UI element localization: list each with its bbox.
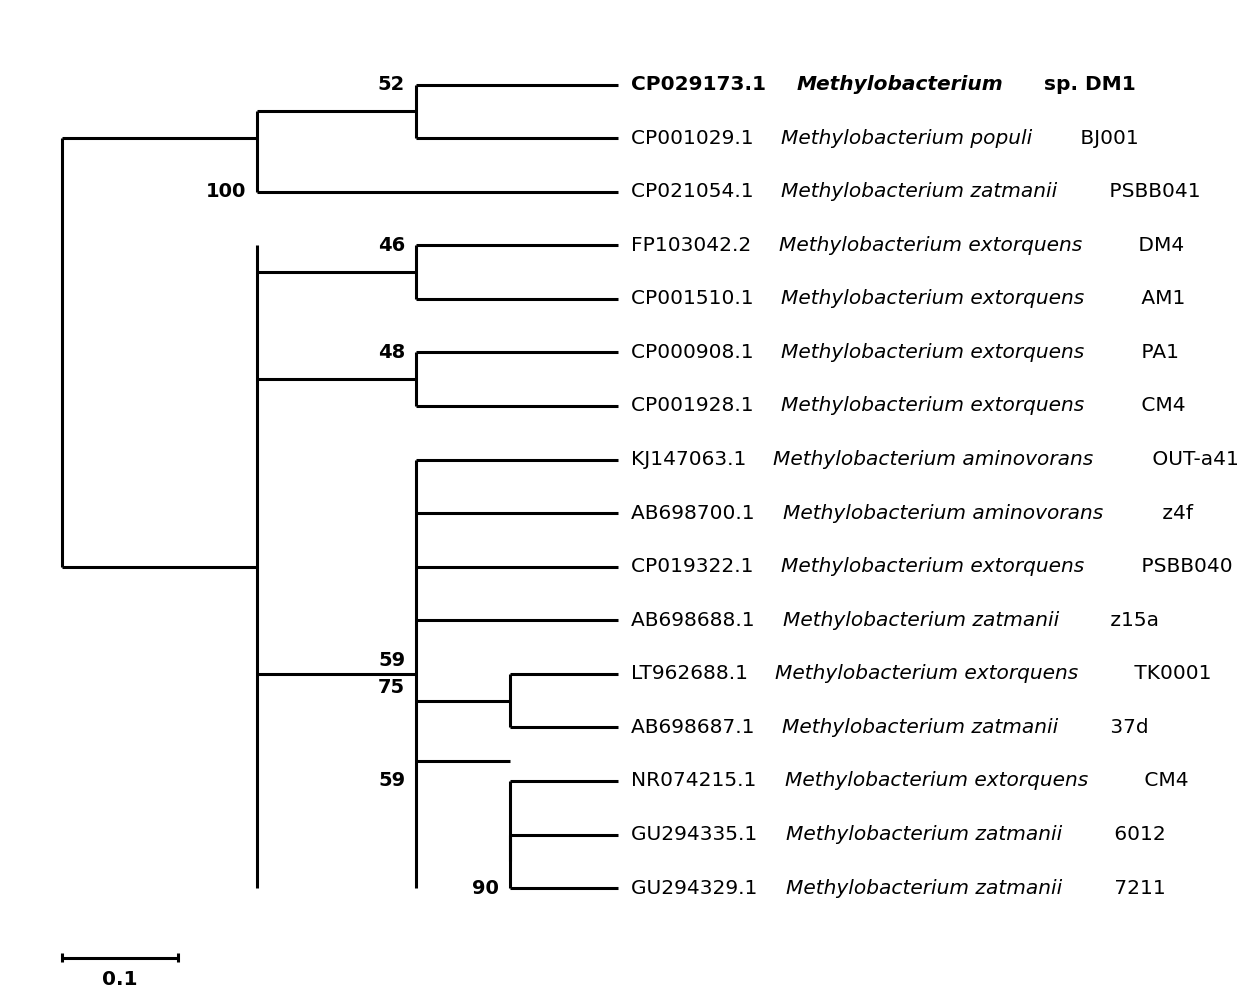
Text: 59: 59 (378, 651, 405, 670)
Text: KJ147063.1: KJ147063.1 (631, 450, 753, 469)
Text: Methylobacterium extorquens: Methylobacterium extorquens (779, 236, 1083, 255)
Text: CP001928.1: CP001928.1 (631, 396, 760, 415)
Text: sp. DM1: sp. DM1 (1038, 75, 1136, 94)
Text: Methylobacterium extorquens: Methylobacterium extorquens (781, 557, 1085, 577)
Text: Methylobacterium extorquens: Methylobacterium extorquens (781, 396, 1085, 415)
Text: 100: 100 (206, 182, 247, 201)
Text: PSBB040: PSBB040 (1135, 557, 1233, 577)
Text: Methylobacterium extorquens: Methylobacterium extorquens (775, 664, 1078, 683)
Text: GU294329.1: GU294329.1 (631, 878, 764, 897)
Text: AM1: AM1 (1135, 289, 1185, 309)
Text: 59: 59 (378, 772, 405, 791)
Text: FP103042.2: FP103042.2 (631, 236, 758, 255)
Text: TK0001: TK0001 (1128, 664, 1211, 683)
Text: Methylobacterium zatmanii: Methylobacterium zatmanii (781, 182, 1058, 201)
Text: CP019322.1: CP019322.1 (631, 557, 760, 577)
Text: CP029173.1: CP029173.1 (631, 75, 774, 94)
Text: Methylobacterium extorquens: Methylobacterium extorquens (785, 772, 1087, 791)
Text: z15a: z15a (1105, 611, 1159, 629)
Text: Methylobacterium zatmanii: Methylobacterium zatmanii (782, 718, 1059, 737)
Text: DM4: DM4 (1132, 236, 1184, 255)
Text: CP001510.1: CP001510.1 (631, 289, 760, 309)
Text: 6012: 6012 (1107, 825, 1166, 844)
Text: Methylobacterium zatmanii: Methylobacterium zatmanii (786, 825, 1061, 844)
Text: 37d: 37d (1105, 718, 1149, 737)
Text: Methylobacterium zatmanii: Methylobacterium zatmanii (782, 611, 1059, 629)
Text: 75: 75 (378, 677, 405, 697)
Text: GU294335.1: GU294335.1 (631, 825, 764, 844)
Text: AB698688.1: AB698688.1 (631, 611, 761, 629)
Text: Methylobacterium aminovorans: Methylobacterium aminovorans (773, 450, 1094, 469)
Text: PSBB041: PSBB041 (1104, 182, 1200, 201)
Text: 52: 52 (378, 75, 405, 94)
Text: BJ001: BJ001 (1074, 128, 1138, 147)
Text: Methylobacterium: Methylobacterium (796, 75, 1003, 94)
Text: AB698700.1: AB698700.1 (631, 504, 761, 523)
Text: CP000908.1: CP000908.1 (631, 343, 760, 362)
Text: Methylobacterium extorquens: Methylobacterium extorquens (781, 343, 1085, 362)
Text: Methylobacterium zatmanii: Methylobacterium zatmanii (786, 878, 1063, 897)
Text: Methylobacterium extorquens: Methylobacterium extorquens (781, 289, 1085, 309)
Text: CM4: CM4 (1138, 772, 1189, 791)
Text: 0.1: 0.1 (102, 969, 138, 989)
Text: AB698687.1: AB698687.1 (631, 718, 761, 737)
Text: Methylobacterium populi: Methylobacterium populi (781, 128, 1033, 147)
Text: 90: 90 (472, 878, 498, 897)
Text: 48: 48 (378, 343, 405, 362)
Text: NR074215.1: NR074215.1 (631, 772, 763, 791)
Text: OUT-a41: OUT-a41 (1146, 450, 1239, 469)
Text: LT962688.1: LT962688.1 (631, 664, 754, 683)
Text: 7211: 7211 (1107, 878, 1166, 897)
Text: CP001029.1: CP001029.1 (631, 128, 760, 147)
Text: z4f: z4f (1156, 504, 1193, 523)
Text: CP021054.1: CP021054.1 (631, 182, 760, 201)
Text: Methylobacterium aminovorans: Methylobacterium aminovorans (782, 504, 1102, 523)
Text: 46: 46 (378, 236, 405, 255)
Text: CM4: CM4 (1135, 396, 1185, 415)
Text: PA1: PA1 (1135, 343, 1179, 362)
